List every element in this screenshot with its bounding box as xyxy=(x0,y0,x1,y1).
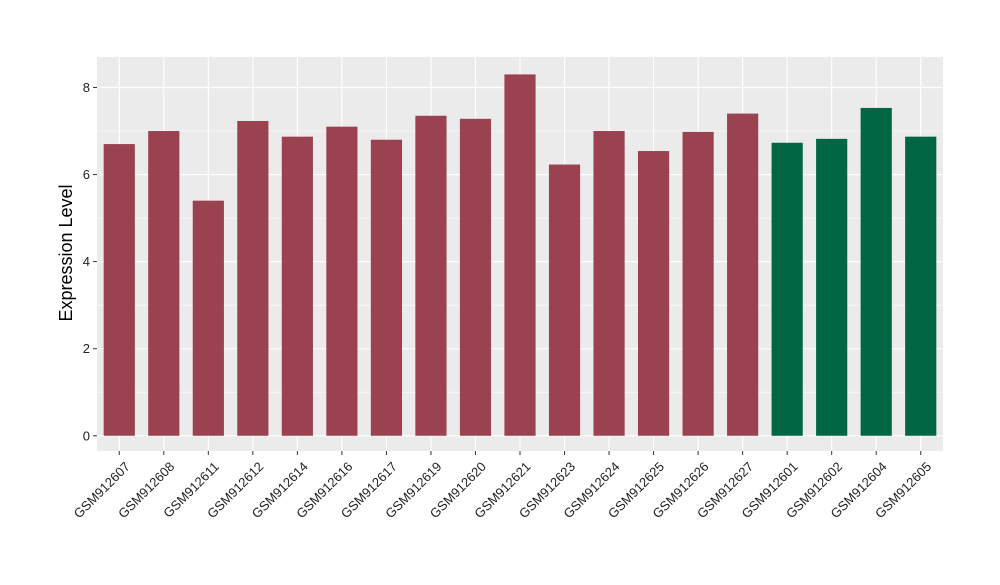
bar-GSM912602 xyxy=(816,138,848,436)
bar-GSM912604 xyxy=(860,107,892,436)
bar-GSM912619 xyxy=(415,115,447,436)
bar-GSM912617 xyxy=(370,139,403,436)
bar-GSM912626 xyxy=(682,131,714,436)
bar-GSM912625 xyxy=(637,151,670,436)
y-tick-label: 2 xyxy=(83,341,90,356)
bar-GSM912621 xyxy=(504,74,536,436)
bar-GSM912612 xyxy=(237,120,269,436)
y-tick-label: 4 xyxy=(83,254,90,269)
bar-GSM912611 xyxy=(192,200,224,436)
y-axis-title: Expression Level xyxy=(56,184,76,321)
x-axis: GSM912607GSM912608GSM912611GSM912612GSM9… xyxy=(71,451,934,521)
y-tick-label: 8 xyxy=(83,80,90,95)
y-tick-label: 6 xyxy=(83,167,90,182)
bar-GSM912607 xyxy=(103,144,135,436)
bar-GSM912623 xyxy=(548,164,581,436)
y-axis: 0 2 4 6 8 xyxy=(83,80,97,443)
bar-GSM912614 xyxy=(281,136,313,436)
bar-GSM912601 xyxy=(771,142,803,436)
bar-GSM912620 xyxy=(459,118,492,436)
bars xyxy=(103,74,937,436)
bar-GSM912616 xyxy=(326,126,358,436)
bar-GSM912627 xyxy=(727,113,759,436)
bar-GSM912605 xyxy=(905,136,937,436)
bar-GSM912608 xyxy=(148,131,180,436)
y-tick-label: 0 xyxy=(83,428,90,443)
bar-GSM912624 xyxy=(593,131,625,436)
